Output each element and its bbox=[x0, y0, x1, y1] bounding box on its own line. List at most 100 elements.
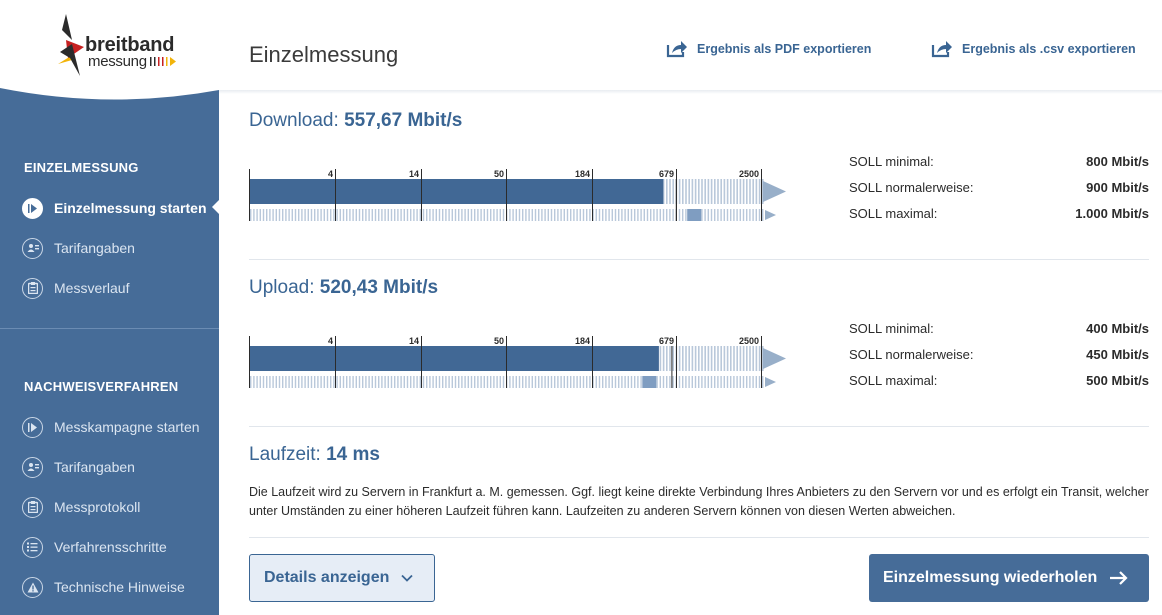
secondary-hatch-mark bbox=[586, 376, 588, 388]
latency-description: Die Laufzeit wird zu Servern in Frankfur… bbox=[249, 485, 1149, 518]
secondary-hatch-mark bbox=[454, 376, 457, 388]
secondary-hatch-mark bbox=[669, 209, 671, 221]
secondary-hatch-mark bbox=[637, 376, 639, 388]
logo[interactable]: breitband messung bbox=[0, 0, 219, 110]
secondary-hatch-mark bbox=[534, 209, 537, 221]
secondary-hatch-mark bbox=[384, 376, 386, 388]
secondary-hatch-mark bbox=[490, 209, 492, 221]
nav-heading-nachweisverfahren: NACHWEISVERFAHREN bbox=[24, 379, 179, 394]
secondary-hatch-mark bbox=[416, 209, 418, 221]
secondary-hatch-mark bbox=[598, 209, 601, 221]
secondary-hatch-mark bbox=[342, 209, 345, 221]
secondary-hatch-mark bbox=[557, 209, 559, 221]
secondary-hatch-mark bbox=[659, 376, 661, 388]
secondary-hatch-mark bbox=[752, 376, 754, 388]
secondary-hatch-mark bbox=[256, 209, 258, 221]
details-button[interactable]: Details anzeigen bbox=[249, 554, 435, 602]
latency-label: Laufzeit: bbox=[249, 444, 321, 465]
secondary-hatch-mark bbox=[342, 376, 345, 388]
clipboard-icon bbox=[22, 277, 43, 299]
secondary-hatch-mark bbox=[672, 209, 674, 221]
soll-row: SOLL normalerweise: 450 Mbit/s bbox=[849, 347, 1149, 373]
secondary-hatch-mark bbox=[605, 209, 607, 221]
secondary-hatch-mark bbox=[678, 376, 681, 388]
bar-hatch-mark bbox=[723, 346, 726, 371]
export-csv-link[interactable]: Ergebnis als .csv exportieren bbox=[931, 40, 1136, 58]
secondary-hatch-mark bbox=[493, 209, 495, 221]
secondary-hatch-mark bbox=[438, 209, 441, 221]
bar-hatch-mark bbox=[755, 179, 758, 204]
secondary-hatch-mark bbox=[570, 209, 572, 221]
secondary-hatch-mark bbox=[269, 376, 271, 388]
bar-hatch-mark bbox=[682, 179, 684, 204]
secondary-hatch-mark bbox=[694, 376, 697, 388]
secondary-hatch-mark bbox=[666, 209, 668, 221]
export-pdf-link[interactable]: Ergebnis als PDF exportieren bbox=[666, 40, 871, 58]
sidebar-item-verfahrensschritte[interactable]: Verfahrensschritte bbox=[22, 534, 219, 560]
sidebar-item-technische-hinweise[interactable]: Technische Hinweise bbox=[22, 574, 219, 600]
secondary-hatch-mark bbox=[630, 376, 633, 388]
secondary-hatch-mark bbox=[640, 376, 642, 388]
secondary-hatch-mark bbox=[726, 209, 729, 221]
upload-label: Upload: bbox=[249, 277, 315, 298]
secondary-hatch-mark bbox=[480, 209, 482, 221]
bar-hatch-mark bbox=[659, 346, 662, 371]
sidebar-item-messkampagne-starten[interactable]: Messkampagne starten bbox=[22, 414, 219, 440]
sidebar-item-einzelmessung-starten[interactable]: Einzelmessung starten bbox=[22, 195, 219, 221]
secondary-hatch-mark bbox=[490, 376, 492, 388]
download-soll-table: SOLL minimal: 800 Mbit/s SOLL normalerwei… bbox=[849, 154, 1149, 232]
secondary-hatch-mark bbox=[355, 376, 357, 388]
bar-hatch-mark bbox=[694, 346, 697, 371]
bar-hatch-mark bbox=[726, 179, 729, 204]
secondary-hatch-mark bbox=[634, 376, 636, 388]
soll-value: 500 Mbit/s bbox=[1086, 373, 1149, 388]
bar-hatch-mark bbox=[746, 346, 748, 371]
secondary-hatch-mark bbox=[474, 209, 476, 221]
secondary-hatch-mark bbox=[579, 209, 581, 221]
secondary-hatch-mark bbox=[726, 376, 729, 388]
repeat-measurement-button[interactable]: Einzelmessung wiederholen bbox=[869, 554, 1149, 602]
secondary-hatch-mark bbox=[371, 376, 373, 388]
secondary-hatch-mark bbox=[563, 376, 565, 388]
secondary-hatch-mark bbox=[266, 376, 268, 388]
secondary-hatch-mark bbox=[502, 376, 505, 388]
bar-hatch-mark bbox=[746, 179, 748, 204]
secondary-hatch-mark bbox=[534, 376, 537, 388]
secondary-hatch-mark bbox=[314, 376, 316, 388]
secondary-hatch-mark bbox=[627, 376, 629, 388]
secondary-hatch-mark bbox=[403, 376, 405, 388]
secondary-hatch-mark bbox=[742, 376, 745, 388]
secondary-hatch-mark bbox=[355, 209, 357, 221]
secondary-hatch-mark bbox=[736, 209, 738, 221]
secondary-hatch-mark bbox=[438, 376, 441, 388]
secondary-hatch-mark bbox=[294, 209, 297, 221]
secondary-hatch-mark bbox=[406, 209, 409, 221]
bar-hatch-mark bbox=[678, 179, 681, 204]
secondary-hatch-mark bbox=[426, 209, 428, 221]
secondary-hatch-mark bbox=[758, 376, 761, 388]
secondary-hatch-mark bbox=[691, 376, 693, 388]
secondary-hatch-mark bbox=[643, 209, 645, 221]
soll-row: SOLL normalerweise: 900 Mbit/s bbox=[849, 180, 1149, 206]
bar-hatch-mark bbox=[704, 179, 706, 204]
nav-divider bbox=[0, 328, 219, 329]
sidebar-item-messverlauf[interactable]: Messverlauf bbox=[22, 275, 219, 301]
sidebar-item-tarifangaben[interactable]: Tarifangaben bbox=[22, 235, 219, 261]
secondary-hatch-mark bbox=[746, 209, 748, 221]
secondary-hatch-mark bbox=[374, 376, 377, 388]
secondary-hatch-mark bbox=[282, 376, 284, 388]
secondary-hatch-mark bbox=[330, 209, 332, 221]
secondary-hatch-mark bbox=[653, 209, 655, 221]
soll-label: SOLL maximal: bbox=[849, 206, 938, 221]
secondary-hatch-mark bbox=[365, 209, 367, 221]
secondary-hatch-mark bbox=[477, 376, 479, 388]
sidebar-item-messprotokoll[interactable]: Messprotokoll bbox=[22, 494, 219, 520]
secondary-hatch-mark bbox=[403, 209, 405, 221]
sidebar-item-tarifangaben-nachweis[interactable]: Tarifangaben bbox=[22, 454, 219, 480]
bar-hatch-mark bbox=[755, 346, 758, 371]
bar-hatch-mark bbox=[691, 346, 694, 371]
secondary-hatch-mark bbox=[410, 376, 412, 388]
measured-fill-bar bbox=[249, 179, 664, 204]
secondary-hatch-mark bbox=[662, 209, 665, 221]
secondary-hatch-mark bbox=[339, 376, 341, 388]
